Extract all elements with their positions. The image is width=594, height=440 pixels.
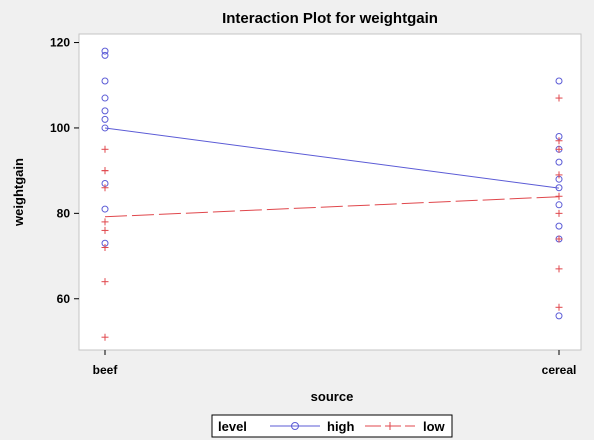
marker-low <box>101 184 109 192</box>
marker-low <box>555 265 563 273</box>
legend-low-marker <box>386 422 394 430</box>
data-markers <box>101 47 563 341</box>
y-tick-label: 60 <box>57 292 71 306</box>
marker-low <box>101 167 109 175</box>
marker-low <box>101 226 109 234</box>
y-tick-label: 120 <box>50 36 70 50</box>
mean-lines <box>104 127 560 218</box>
marker-low <box>555 145 563 153</box>
marker-high <box>101 77 109 85</box>
legend-item-low: low <box>365 419 446 434</box>
x-tick-label-beef: beef <box>93 363 119 377</box>
marker-low <box>555 94 563 102</box>
marker-high <box>101 115 109 123</box>
marker-high <box>555 184 563 192</box>
marker-high <box>555 222 563 230</box>
legend-box <box>211 414 453 438</box>
marker-low <box>101 278 109 286</box>
marker-high <box>101 47 109 55</box>
chart-title: Interaction Plot for weightgain <box>222 10 438 27</box>
legend-high-label: high <box>327 419 354 434</box>
marker-low <box>555 137 563 145</box>
mean-line-low <box>104 196 560 218</box>
marker-low <box>555 192 563 200</box>
marker-low <box>555 235 563 243</box>
y-tick-label: 100 <box>50 121 70 135</box>
legend: level high low <box>211 414 453 438</box>
marker-high <box>555 158 563 166</box>
marker-high <box>101 107 109 115</box>
y-axis: 60 80 100 120 <box>50 36 79 306</box>
marker-low <box>101 333 109 341</box>
plot-area <box>78 33 582 351</box>
marker-low <box>101 145 109 153</box>
marker-low <box>101 244 109 252</box>
legend-low-label: low <box>423 419 446 434</box>
marker-high <box>101 124 109 132</box>
x-axis: beef cereal <box>93 350 577 377</box>
marker-high <box>555 201 563 209</box>
legend-title: level <box>218 419 247 434</box>
marker-high <box>555 77 563 85</box>
marker-high <box>555 312 563 320</box>
legend-item-high: high <box>270 419 354 434</box>
marker-low <box>101 218 109 226</box>
marker-low <box>555 171 563 179</box>
y-axis-label: weightgain <box>11 158 26 227</box>
marker-high <box>101 51 109 59</box>
x-tick-label-cereal: cereal <box>542 363 577 377</box>
marker-high <box>101 94 109 102</box>
marker-high <box>101 205 109 213</box>
marker-low <box>555 209 563 217</box>
legend-high-marker <box>291 422 299 430</box>
marker-low <box>555 303 563 311</box>
mean-line-high <box>104 127 560 189</box>
x-axis-label: source <box>311 389 354 404</box>
y-tick-label: 80 <box>57 206 71 220</box>
